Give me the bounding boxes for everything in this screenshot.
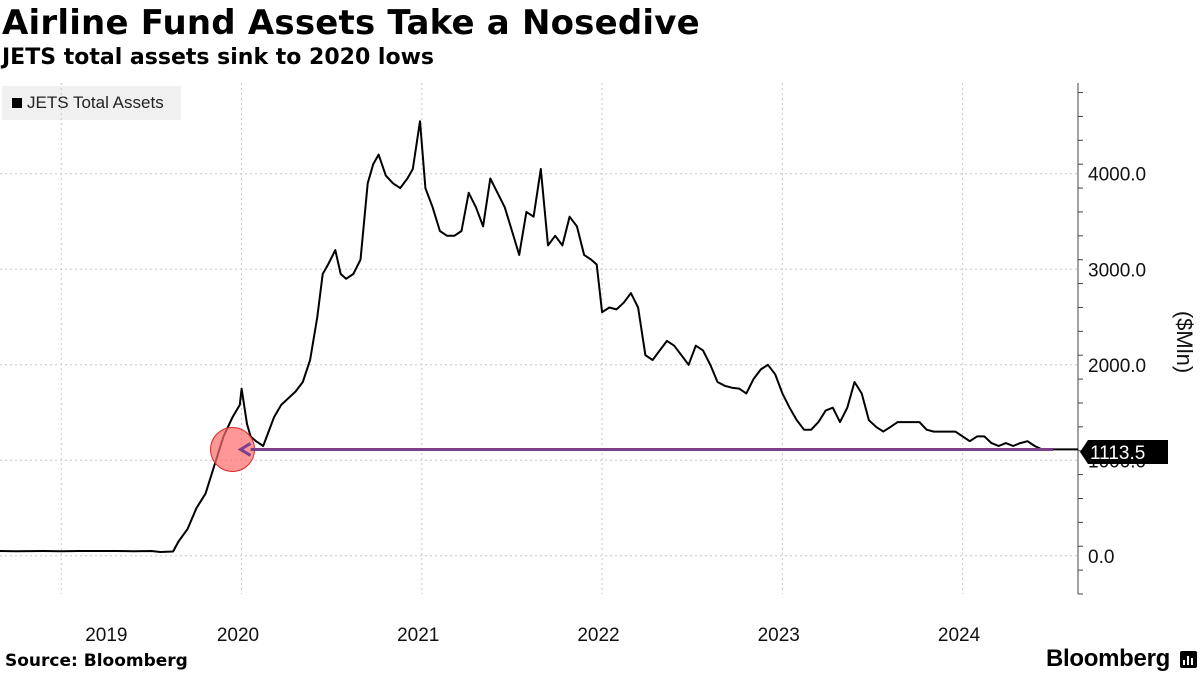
source-note: Source: Bloomberg — [5, 651, 188, 671]
x-tick-label-2019: 2019 — [85, 625, 127, 646]
x-tick-label-2024: 2024 — [938, 625, 981, 646]
series-line-jets-total-assets — [0, 120, 1078, 553]
bloomberg-terminal-icon — [1180, 651, 1197, 668]
legend-swatch — [12, 98, 22, 108]
last-value-tag — [1080, 440, 1168, 464]
y-tick-label-0.0: 0.0 — [1088, 547, 1114, 568]
x-tick-label-2022: 2022 — [577, 625, 619, 646]
x-tick-label-2020: 2020 — [217, 625, 259, 646]
highlight-circle — [210, 426, 256, 472]
legend: JETS Total Assets — [2, 86, 181, 120]
y-tick-label-4000.0: 4000.0 — [1088, 165, 1146, 186]
last-value-label: 1113.5 — [1090, 443, 1145, 464]
chart-title: Airline Fund Assets Take a Nosedive — [2, 3, 700, 43]
y-tick-label-3000.0: 3000.0 — [1088, 260, 1146, 281]
legend-label: JETS Total Assets — [27, 93, 164, 112]
reference-arrowhead — [237, 442, 252, 457]
y-axis-title: ($Mln) — [1172, 311, 1197, 373]
x-tick-label-2023: 2023 — [758, 625, 800, 646]
x-tick-label-2021: 2021 — [397, 625, 439, 646]
chart-subtitle: JETS total assets sink to 2020 lows — [2, 45, 434, 70]
brand-logo-text: Bloomberg — [1046, 645, 1170, 672]
y-tick-label-2000.0: 2000.0 — [1088, 356, 1146, 377]
